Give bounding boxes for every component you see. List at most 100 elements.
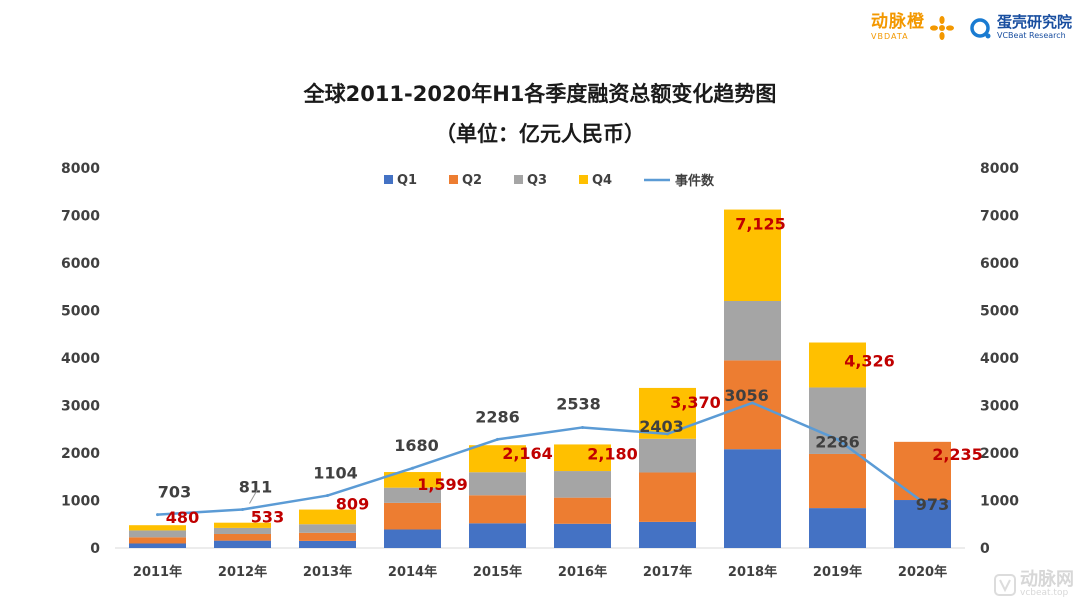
y-tick-label-left: 0 — [90, 541, 100, 557]
bar-q1-6 — [639, 521, 696, 548]
watermark-cn: 动脉网 — [1020, 569, 1074, 590]
x-tick-label: 2018年 — [728, 564, 777, 580]
x-tick-label: 2017年 — [643, 564, 692, 580]
y-tick-label-right: 3000 — [980, 399, 1019, 415]
bar-q2-6 — [639, 472, 696, 522]
x-tick-label: 2016年 — [558, 564, 607, 580]
y-tick-label-right: 4000 — [980, 351, 1019, 367]
total-data-label: 3,370 — [670, 393, 721, 412]
bar-q3-5 — [554, 471, 611, 498]
line-point — [921, 500, 924, 504]
bar-q2-1 — [214, 533, 271, 541]
bar-q4-5 — [554, 444, 611, 472]
x-tick-label: 2019年 — [813, 564, 862, 580]
total-data-label: 7,125 — [735, 215, 786, 234]
vcbeat-logo-en: VCBeat Research — [996, 31, 1066, 40]
line-point — [496, 437, 499, 441]
vcbeat-egg-icon — [970, 17, 991, 38]
bar-q2-8 — [809, 453, 866, 509]
bar-q2-5 — [554, 497, 611, 524]
line-point — [156, 513, 159, 517]
bar-q3-0 — [129, 530, 186, 538]
y-tick-label-left: 5000 — [61, 304, 100, 320]
line-event-count — [157, 401, 924, 516]
x-tick-label: 2012年 — [218, 564, 267, 580]
bar-q2-7 — [724, 360, 781, 450]
chart-title: 全球2011-2020年H1各季度融资总额变化趋势图 — [303, 82, 777, 106]
bar-q1-4 — [469, 523, 526, 548]
y-tick-label-left: 7000 — [61, 209, 100, 225]
vbdata-logo: 动脉橙 VBDATA — [871, 14, 955, 41]
vbdata-logo-cn: 动脉橙 — [870, 12, 925, 32]
line-point — [836, 437, 839, 441]
vcbeat-logo-cn: 蛋壳研究院 — [996, 13, 1072, 31]
bar-q2-9 — [894, 441, 951, 501]
x-tick-label: 2014年 — [388, 564, 437, 580]
bar-q3-1 — [214, 527, 271, 534]
legend-label-q3: Q3 — [527, 173, 547, 188]
x-tick-label: 2013年 — [303, 564, 352, 580]
bar-q1-9 — [894, 500, 951, 548]
y-tick-label-right: 5000 — [980, 304, 1019, 320]
y-tick-label-left: 8000 — [61, 161, 100, 177]
legend-swatch-q2 — [449, 175, 458, 184]
bar-q4-4 — [469, 445, 526, 473]
bar-q3-7 — [724, 301, 781, 361]
line-data-label: 2286 — [815, 432, 860, 451]
total-data-label: 809 — [336, 495, 369, 514]
bar-q1-3 — [384, 529, 441, 548]
bar-q3-2 — [299, 524, 356, 533]
y-tick-label-right: 7000 — [980, 209, 1019, 225]
watermark-logo-icon — [994, 573, 1016, 596]
bar-q1-8 — [809, 508, 866, 548]
line-point — [326, 494, 329, 498]
y-tick-label-left: 3000 — [61, 399, 100, 415]
line-point — [751, 401, 754, 405]
y-tick-label-right: 8000 — [980, 161, 1019, 177]
legend-swatch-q3 — [514, 175, 523, 184]
bar-q4-0 — [129, 525, 186, 531]
line-data-label: 1104 — [313, 464, 358, 483]
line-point — [241, 507, 244, 511]
y-tick-label-left: 4000 — [61, 351, 100, 367]
y-tick-label-right: 1000 — [980, 494, 1019, 510]
legend-swatch-q1 — [384, 175, 393, 184]
bar-q4-1 — [214, 522, 271, 528]
bar-q1-1 — [214, 540, 271, 548]
watermark-en: vcbeat.top — [1020, 588, 1069, 598]
bar-q3-4 — [469, 472, 526, 496]
total-data-label: 2,164 — [502, 444, 553, 463]
line-data-label: 973 — [916, 495, 949, 514]
total-data-label: 2,180 — [587, 444, 638, 463]
bar-q4-3 — [384, 472, 441, 488]
bar-q4-6 — [639, 387, 696, 439]
total-data-label: 533 — [251, 508, 284, 527]
x-tick-label: 2015年 — [473, 564, 522, 580]
bar-q1-7 — [724, 449, 781, 548]
legend-label-q2: Q2 — [462, 173, 482, 188]
legend-label-q1: Q1 — [397, 173, 417, 188]
vcbeat-logo: 蛋壳研究院 VCBeat Research — [969, 15, 1072, 40]
y-tick-label-right: 0 — [980, 541, 990, 557]
legend-label-q4: Q4 — [592, 173, 612, 188]
total-data-label: 480 — [166, 508, 199, 527]
line-data-label: 2286 — [475, 407, 520, 426]
y-tick-label-left: 2000 — [61, 446, 100, 462]
brand-logos: 动脉橙 VBDATA 蛋壳研究院 VCBeat Research — [871, 14, 1072, 41]
line-data-label: 3056 — [724, 386, 769, 405]
watermark: 动脉网 vcbeat.top — [994, 571, 1074, 598]
vbdata-flower-icon — [929, 15, 954, 40]
bar-q1-0 — [129, 543, 186, 548]
total-data-label: 4,326 — [844, 352, 895, 371]
bar-q3-6 — [639, 438, 696, 473]
x-tick-label: 2011年 — [133, 564, 182, 580]
bar-q4-2 — [299, 509, 356, 525]
vbdata-logo-en: VBDATA — [870, 32, 909, 41]
legend-swatch-q4 — [579, 175, 588, 184]
line-point — [581, 425, 584, 429]
data-label-leader-line — [249, 489, 258, 504]
y-tick-label-left: 1000 — [61, 494, 100, 510]
bar-q3-8 — [809, 387, 866, 454]
line-data-label: 811 — [239, 477, 272, 496]
